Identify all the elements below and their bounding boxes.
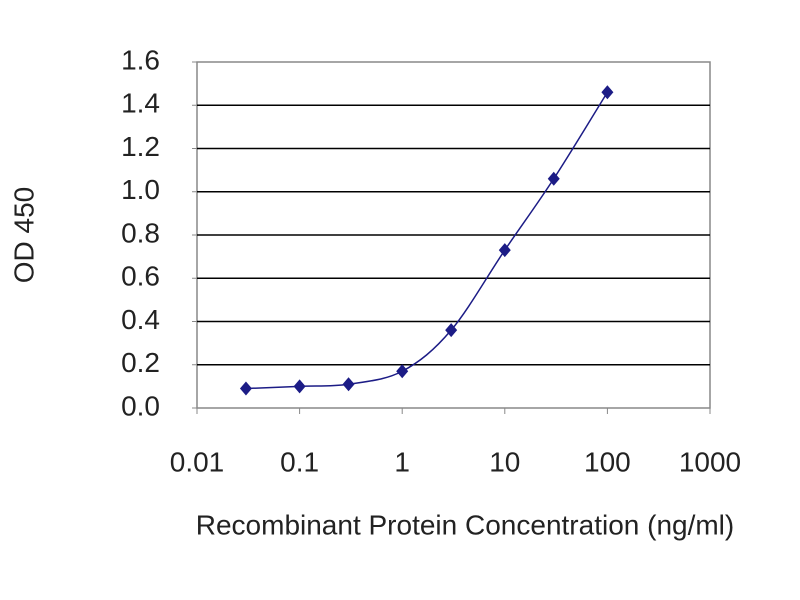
- y-axis-label: OD 450: [8, 187, 39, 284]
- data-point: [547, 171, 560, 186]
- data-point: [445, 323, 458, 338]
- data-point: [293, 379, 306, 394]
- y-tick-label: 1.2: [121, 131, 160, 162]
- x-tick-label: 1: [394, 446, 410, 477]
- y-tick-label: 1.6: [121, 44, 160, 75]
- x-tick-label: 0.1: [280, 446, 319, 477]
- data-point: [239, 381, 252, 396]
- x-tick-label: 0.01: [170, 446, 225, 477]
- y-tick-label: 0.4: [121, 304, 160, 335]
- y-tick-label: 0.8: [121, 217, 160, 248]
- y-tick-label: 1.4: [121, 88, 160, 119]
- y-tick-label: 1.0: [121, 174, 160, 205]
- x-tick-label: 10: [489, 446, 520, 477]
- data-point: [342, 377, 355, 392]
- y-tick-label: 0.0: [121, 390, 160, 421]
- y-tick-label: 0.6: [121, 261, 160, 292]
- data-point: [396, 364, 409, 379]
- x-axis-label: Recombinant Protein Concentration (ng/ml…: [196, 509, 734, 540]
- y-tick-label: 0.2: [121, 347, 160, 378]
- data-point: [498, 243, 511, 258]
- data-point: [601, 85, 614, 100]
- x-tick-label: 100: [584, 446, 631, 477]
- x-tick-label: 1000: [679, 446, 741, 477]
